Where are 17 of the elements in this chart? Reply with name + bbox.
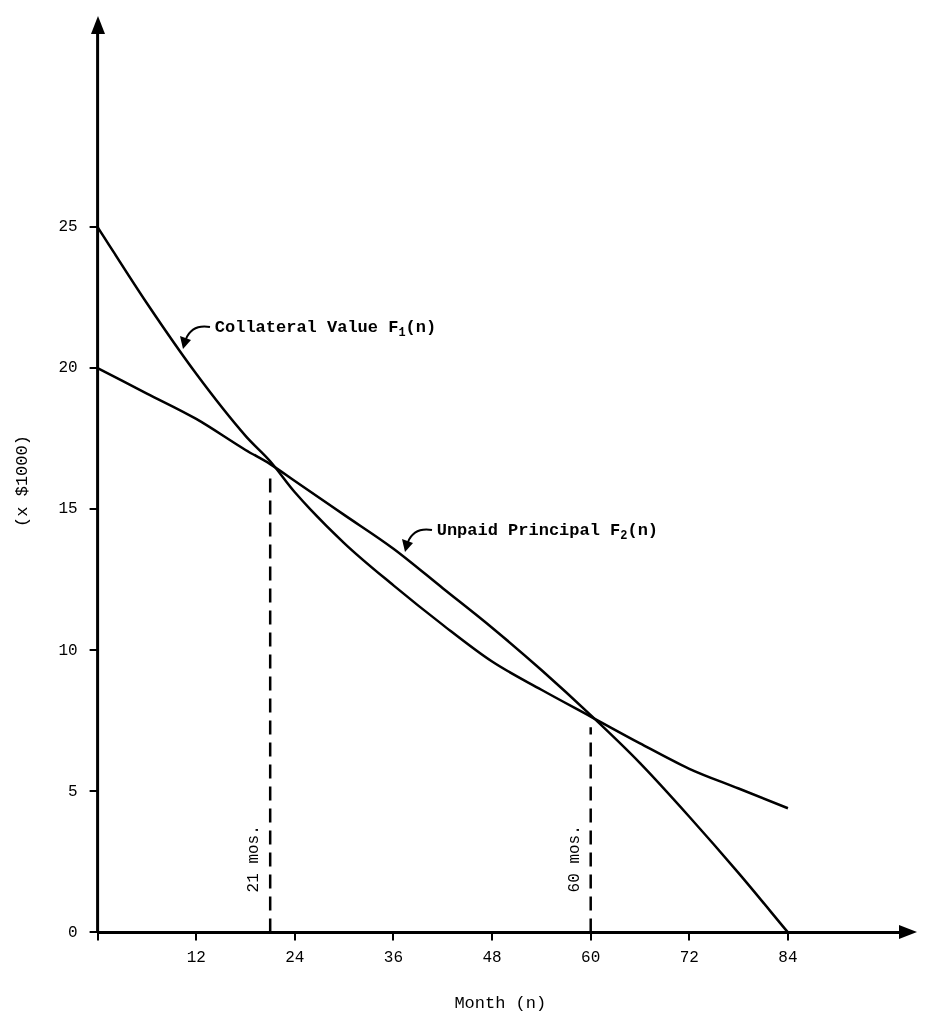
ref-line-label: 21 mos. <box>245 825 264 893</box>
x-tick-label: 72 <box>679 949 699 968</box>
x-tick-label: 36 <box>383 949 404 968</box>
y-axis-title: (x $1000) <box>12 435 32 527</box>
x-tick-label: 60 <box>581 949 601 968</box>
x-tick-label: 12 <box>186 949 206 968</box>
x-tick-label: 24 <box>285 949 305 968</box>
y-tick-label: 20 <box>58 359 78 378</box>
y-tick-label: 25 <box>58 218 78 237</box>
y-tick-label: 10 <box>58 641 78 660</box>
y-tick-label: 5 <box>67 782 78 801</box>
ref-line-label: 60 mos. <box>565 825 584 893</box>
y-tick-label: 15 <box>58 500 78 519</box>
y-tick-label: 0 <box>67 923 78 942</box>
x-tick-label: 84 <box>778 949 798 968</box>
x-axis-title: Month (n) <box>454 994 547 1014</box>
x-tick-label: 48 <box>482 949 502 968</box>
